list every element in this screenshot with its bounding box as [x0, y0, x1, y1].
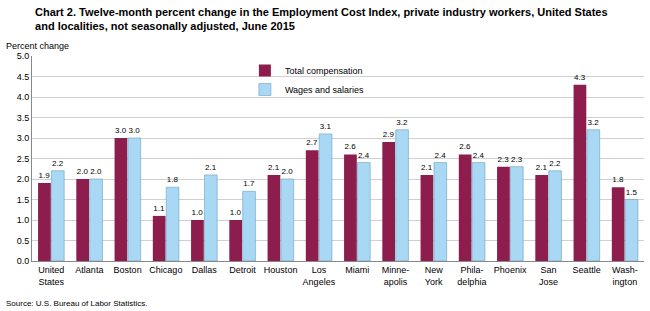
svg-text:2.7: 2.7 — [306, 138, 318, 147]
svg-text:2.2: 2.2 — [549, 159, 561, 168]
svg-text:Boston: Boston — [114, 265, 142, 275]
svg-text:Wages and salaries: Wages and salaries — [285, 85, 364, 95]
svg-text:1.5: 1.5 — [17, 195, 30, 205]
svg-text:Detroit: Detroit — [229, 265, 256, 275]
svg-text:Phoenix: Phoenix — [494, 265, 527, 275]
svg-text:3.1: 3.1 — [320, 122, 332, 131]
svg-text:2.3: 2.3 — [511, 155, 523, 164]
svg-text:1.8: 1.8 — [612, 175, 624, 184]
svg-text:Atlanta: Atlanta — [75, 265, 103, 275]
svg-text:Minne-apolis: Minne-apolis — [382, 265, 410, 287]
svg-text:Phila-delphia: Phila-delphia — [457, 265, 486, 287]
svg-text:2.6: 2.6 — [345, 142, 357, 151]
svg-text:2.0: 2.0 — [90, 167, 102, 176]
svg-text:2.4: 2.4 — [358, 151, 370, 160]
svg-text:3.0: 3.0 — [128, 126, 140, 135]
svg-text:2.1: 2.1 — [536, 163, 548, 172]
svg-text:Houston: Houston — [264, 265, 298, 275]
svg-text:2.0: 2.0 — [77, 167, 89, 176]
svg-text:3.0: 3.0 — [115, 126, 127, 135]
svg-text:Total compensation: Total compensation — [285, 66, 363, 76]
svg-text:Miami: Miami — [345, 265, 369, 275]
svg-text:1.8: 1.8 — [167, 175, 179, 184]
svg-text:1.0: 1.0 — [192, 208, 204, 217]
svg-text:Chicago: Chicago — [149, 265, 182, 275]
svg-text:2.0: 2.0 — [281, 167, 293, 176]
svg-text:1.0: 1.0 — [17, 215, 30, 225]
svg-text:2.1: 2.1 — [421, 163, 433, 172]
svg-text:1.5: 1.5 — [626, 188, 638, 197]
svg-text:4.5: 4.5 — [17, 72, 30, 82]
svg-text:Source: U.S. Bureau of Labor S: Source: U.S. Bureau of Labor Statistics. — [6, 299, 147, 308]
svg-text:Chart 2. Twelve-month percent: Chart 2. Twelve-month percent change in … — [35, 6, 608, 32]
svg-text:3.2: 3.2 — [396, 118, 408, 127]
svg-text:NewYork: NewYork — [425, 265, 444, 287]
svg-text:1.1: 1.1 — [153, 204, 165, 213]
svg-text:1.9: 1.9 — [39, 171, 51, 180]
svg-text:0.5: 0.5 — [17, 236, 30, 246]
svg-text:3.5: 3.5 — [17, 113, 30, 123]
svg-text:2.5: 2.5 — [17, 154, 30, 164]
svg-text:Wash-ington: Wash-ington — [612, 265, 638, 287]
svg-text:2.2: 2.2 — [52, 159, 64, 168]
svg-text:Dallas: Dallas — [192, 265, 218, 275]
svg-text:2.1: 2.1 — [268, 163, 280, 172]
svg-text:5.0: 5.0 — [17, 51, 30, 61]
svg-text:2.6: 2.6 — [459, 142, 471, 151]
svg-text:LosAngeles: LosAngeles — [303, 265, 336, 287]
svg-text:2.1: 2.1 — [205, 163, 217, 172]
svg-text:1.7: 1.7 — [243, 179, 255, 188]
svg-text:2.4: 2.4 — [473, 151, 485, 160]
svg-text:UnitedStates: UnitedStates — [38, 265, 64, 287]
svg-text:2.4: 2.4 — [434, 151, 446, 160]
svg-text:2.0: 2.0 — [17, 174, 30, 184]
svg-text:3.2: 3.2 — [587, 118, 599, 127]
svg-text:1.0: 1.0 — [230, 208, 242, 217]
svg-text:2.9: 2.9 — [383, 130, 395, 139]
svg-text:3.0: 3.0 — [17, 133, 30, 143]
svg-text:0.0: 0.0 — [17, 256, 30, 266]
svg-text:Percent change: Percent change — [6, 41, 69, 51]
svg-text:2.3: 2.3 — [498, 155, 510, 164]
svg-text:Seattle: Seattle — [573, 265, 601, 275]
svg-text:4.3: 4.3 — [574, 73, 586, 82]
svg-text:SanJose: SanJose — [539, 265, 558, 287]
svg-text:4.0: 4.0 — [17, 92, 30, 102]
